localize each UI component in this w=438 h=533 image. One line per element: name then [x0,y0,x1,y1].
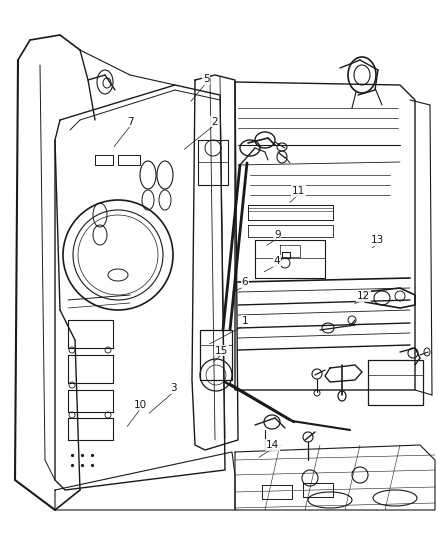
Text: 11: 11 [291,186,304,196]
Text: 13: 13 [370,235,383,245]
Text: 4: 4 [272,256,279,266]
Text: 14: 14 [265,440,278,450]
Text: 10: 10 [134,400,147,410]
Text: 3: 3 [170,383,177,393]
Text: 1: 1 [241,316,248,326]
Text: 2: 2 [210,117,217,126]
Text: 12: 12 [356,291,369,301]
Text: 15: 15 [215,346,228,356]
Text: 9: 9 [273,230,280,239]
Text: 7: 7 [127,117,134,126]
Text: 6: 6 [241,278,248,287]
Text: 5: 5 [202,74,209,84]
